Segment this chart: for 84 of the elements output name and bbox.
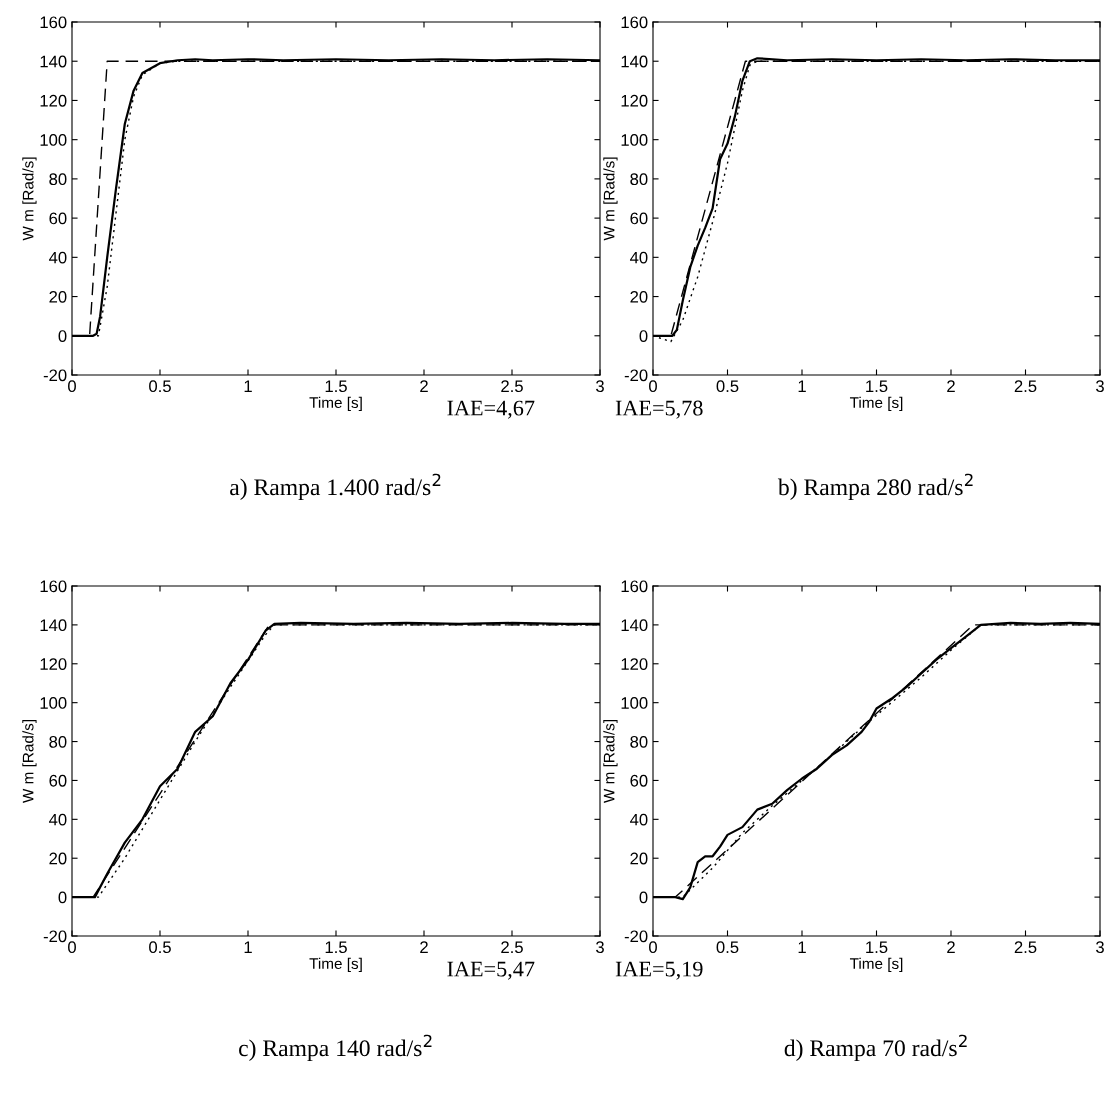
y-tick-label: 100 (40, 134, 67, 146)
x-tick-label: 3 (596, 941, 604, 954)
x-tick-label: 1.5 (866, 380, 888, 393)
text: IAE=4,67 (447, 400, 535, 419)
x-tick-label: 3 (1096, 380, 1104, 393)
y-tick-label: -20 (43, 930, 67, 943)
x-tick-label: 2.5 (1014, 380, 1037, 393)
x-tick-label: 0 (649, 941, 657, 954)
y-tick-label: 0 (639, 891, 648, 904)
x-tick-label: 2 (947, 941, 955, 953)
x-tick-label: 3 (1096, 941, 1104, 954)
x-tick-label: 1 (244, 941, 252, 953)
y-tick-label: 60 (49, 774, 67, 787)
x-tick-label: 2 (947, 380, 955, 392)
x-axis-title: Time [s] (309, 957, 362, 973)
text: a) Rampa 1.400 rad/s$^{2}$ (230, 473, 441, 500)
y-tick-label: -20 (624, 369, 648, 382)
x-tick-label: 2 (420, 380, 428, 392)
y-tick-label: 0 (639, 330, 648, 342)
y-tick-label: 120 (621, 94, 648, 107)
x-tick-label: 0 (68, 941, 76, 954)
y-axis-title: W m [Rad/s] (603, 157, 618, 241)
x-tick-label: 1 (798, 380, 806, 392)
y-tick-label: 140 (621, 619, 648, 632)
y-tick-label: 0 (58, 891, 67, 904)
y-tick-label: 60 (630, 774, 648, 787)
y-tick-label: -20 (43, 369, 67, 382)
x-tick-label: 0 (649, 380, 657, 393)
y-tick-label: 80 (630, 735, 648, 748)
y-tick-label: 140 (621, 55, 648, 68)
y-tick-label: 20 (630, 290, 648, 303)
y-tick-label: 40 (48, 813, 67, 826)
x-tick-label: 0.5 (716, 380, 739, 393)
text: IAE=5,78 (615, 400, 703, 419)
y-tick-label: 120 (40, 658, 67, 670)
y-tick-label: 20 (49, 290, 67, 303)
y-axis-title: W m [Rad/s] (22, 157, 37, 241)
y-tick-label: 40 (629, 813, 648, 826)
y-tick-label: 20 (49, 852, 67, 865)
x-tick-label: 0.5 (149, 380, 171, 393)
y-tick-label: 20 (630, 852, 648, 865)
x-tick-label: 2 (420, 941, 428, 953)
x-tick-label: 0 (68, 380, 76, 393)
y-tick-label: 140 (40, 55, 67, 68)
x-tick-label: 3 (596, 380, 604, 393)
y-tick-label: 120 (40, 94, 67, 107)
y-tick-label: 40 (48, 251, 67, 264)
x-tick-label: 1 (798, 941, 806, 953)
y-tick-label: 80 (49, 735, 67, 748)
x-tick-label: 0.5 (716, 941, 739, 954)
y-tick-label: 140 (40, 619, 67, 632)
x-tick-label: 1.5 (866, 941, 888, 954)
text: IAE=5,19 (615, 961, 703, 980)
x-tick-label: 2.5 (501, 380, 523, 393)
x-axis-title: Time [s] (849, 957, 903, 973)
y-tick-label: 120 (621, 658, 648, 670)
y-axis-title: W m [Rad/s] (22, 720, 37, 803)
y-tick-label: 80 (49, 173, 67, 186)
y-tick-label: 80 (630, 173, 648, 186)
x-tick-label: 1.5 (325, 380, 347, 393)
y-axis-title: W m [Rad/s] (603, 720, 618, 803)
x-tick-label: 2.5 (1014, 941, 1037, 954)
y-tick-label: 100 (621, 697, 648, 709)
text: c) Rampa 140 rad/s$^{2}$ (239, 1034, 432, 1061)
y-tick-label: 160 (621, 16, 648, 29)
text: d) Rampa 70 rad/s$^{2}$ (784, 1034, 967, 1061)
x-axis-title: Time [s] (849, 396, 903, 412)
y-tick-label: 100 (621, 134, 648, 146)
y-tick-label: 160 (40, 16, 67, 29)
y-tick-label: 60 (49, 212, 67, 225)
y-tick-label: 100 (40, 697, 67, 709)
x-tick-label: 0.5 (149, 941, 171, 954)
text: b) Rampa 280 rad/s$^{2}$ (777, 473, 973, 500)
y-tick-label: 160 (621, 580, 648, 593)
x-axis-title: Time [s] (309, 396, 362, 412)
y-tick-label: 40 (629, 251, 648, 264)
x-tick-label: 1.5 (325, 941, 347, 954)
x-tick-label: 2.5 (501, 941, 523, 954)
y-tick-label: 60 (630, 212, 648, 225)
x-tick-label: 1 (244, 380, 252, 392)
y-tick-label: -20 (624, 930, 648, 943)
y-tick-label: 0 (58, 330, 67, 342)
y-tick-label: 160 (40, 580, 67, 593)
text: IAE=5,47 (447, 961, 535, 980)
